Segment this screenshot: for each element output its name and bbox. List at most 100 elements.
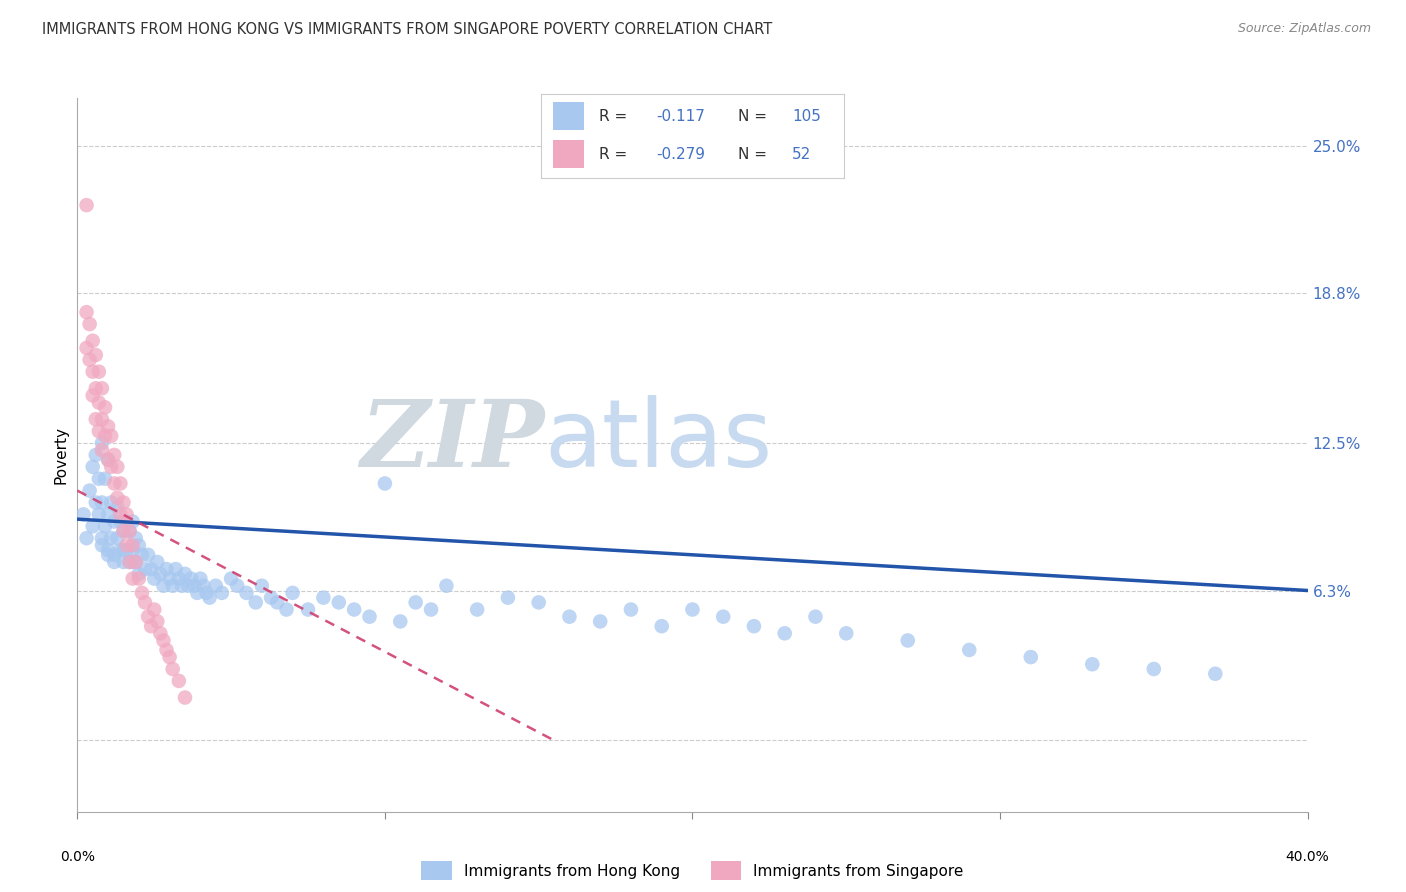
Point xyxy=(103,448,125,462)
Point xyxy=(79,483,101,498)
Point xyxy=(343,602,366,616)
Point xyxy=(193,579,215,593)
Point xyxy=(97,419,120,434)
Point xyxy=(125,555,148,569)
Point xyxy=(84,348,107,362)
Point xyxy=(170,579,193,593)
Point xyxy=(115,538,138,552)
Point xyxy=(198,591,221,605)
Point xyxy=(118,524,141,538)
Text: atlas: atlas xyxy=(546,394,773,487)
Point xyxy=(100,429,122,443)
Text: R =: R = xyxy=(599,147,627,162)
Point xyxy=(121,543,143,558)
Text: -0.279: -0.279 xyxy=(657,147,706,162)
Point xyxy=(94,472,117,486)
Point xyxy=(115,515,138,529)
Point xyxy=(103,555,125,569)
Point xyxy=(84,412,107,426)
Point xyxy=(149,566,172,581)
Point xyxy=(115,543,138,558)
Point xyxy=(312,591,335,605)
Point xyxy=(266,595,288,609)
Point xyxy=(136,548,159,562)
Point xyxy=(125,531,148,545)
Point xyxy=(110,543,132,558)
Point xyxy=(1143,662,1166,676)
Point xyxy=(84,495,107,509)
Point xyxy=(82,388,104,402)
Text: IMMIGRANTS FROM HONG KONG VS IMMIGRANTS FROM SINGAPORE POVERTY CORRELATION CHART: IMMIGRANTS FROM HONG KONG VS IMMIGRANTS … xyxy=(42,22,772,37)
Point xyxy=(87,508,110,522)
Point xyxy=(103,515,125,529)
Point xyxy=(97,452,120,467)
Point xyxy=(84,448,107,462)
Point xyxy=(110,476,132,491)
Point xyxy=(110,515,132,529)
Point xyxy=(183,579,205,593)
Point xyxy=(527,595,550,609)
Point xyxy=(82,334,104,348)
Y-axis label: Poverty: Poverty xyxy=(53,425,69,484)
Point xyxy=(276,602,298,616)
Bar xyxy=(554,103,583,130)
Point xyxy=(420,602,443,616)
Point xyxy=(103,548,125,562)
Point xyxy=(152,633,174,648)
Point xyxy=(115,508,138,522)
Point xyxy=(105,531,128,545)
Point xyxy=(112,543,135,558)
Point xyxy=(235,586,257,600)
Point xyxy=(128,538,150,552)
Point xyxy=(1081,657,1104,672)
Text: N =: N = xyxy=(738,109,766,124)
Point xyxy=(87,424,110,438)
Point xyxy=(97,508,120,522)
Point xyxy=(110,508,132,522)
Point xyxy=(105,500,128,515)
Point xyxy=(79,352,101,367)
Point xyxy=(328,595,350,609)
Point xyxy=(146,615,169,629)
Point xyxy=(79,317,101,331)
Text: Source: ZipAtlas.com: Source: ZipAtlas.com xyxy=(1237,22,1371,36)
Point xyxy=(112,555,135,569)
Point xyxy=(121,538,143,552)
Point xyxy=(1204,666,1226,681)
Point xyxy=(773,626,796,640)
Point xyxy=(177,579,200,593)
Point xyxy=(94,429,117,443)
Point xyxy=(72,508,94,522)
Point xyxy=(76,341,98,355)
Point xyxy=(118,555,141,569)
Point xyxy=(174,566,197,581)
Point xyxy=(103,476,125,491)
Point xyxy=(167,673,190,688)
Point xyxy=(260,591,283,605)
Point xyxy=(90,495,114,509)
Point xyxy=(957,643,980,657)
Point xyxy=(143,572,166,586)
Point xyxy=(651,619,673,633)
Point xyxy=(121,515,143,529)
Point xyxy=(162,662,184,676)
Point xyxy=(134,595,156,609)
Point xyxy=(405,595,427,609)
Point xyxy=(155,643,177,657)
Point xyxy=(165,562,187,576)
Point xyxy=(159,650,181,665)
Point xyxy=(76,531,98,545)
Text: R =: R = xyxy=(599,109,627,124)
Point xyxy=(359,609,381,624)
Point xyxy=(620,602,643,616)
Point xyxy=(682,602,704,616)
Point xyxy=(374,476,396,491)
Point xyxy=(162,579,184,593)
Point xyxy=(211,586,233,600)
Point xyxy=(159,572,181,586)
Point xyxy=(105,459,128,474)
Point xyxy=(281,586,304,600)
Point xyxy=(87,395,110,409)
Point xyxy=(125,555,148,569)
Point xyxy=(204,579,226,593)
